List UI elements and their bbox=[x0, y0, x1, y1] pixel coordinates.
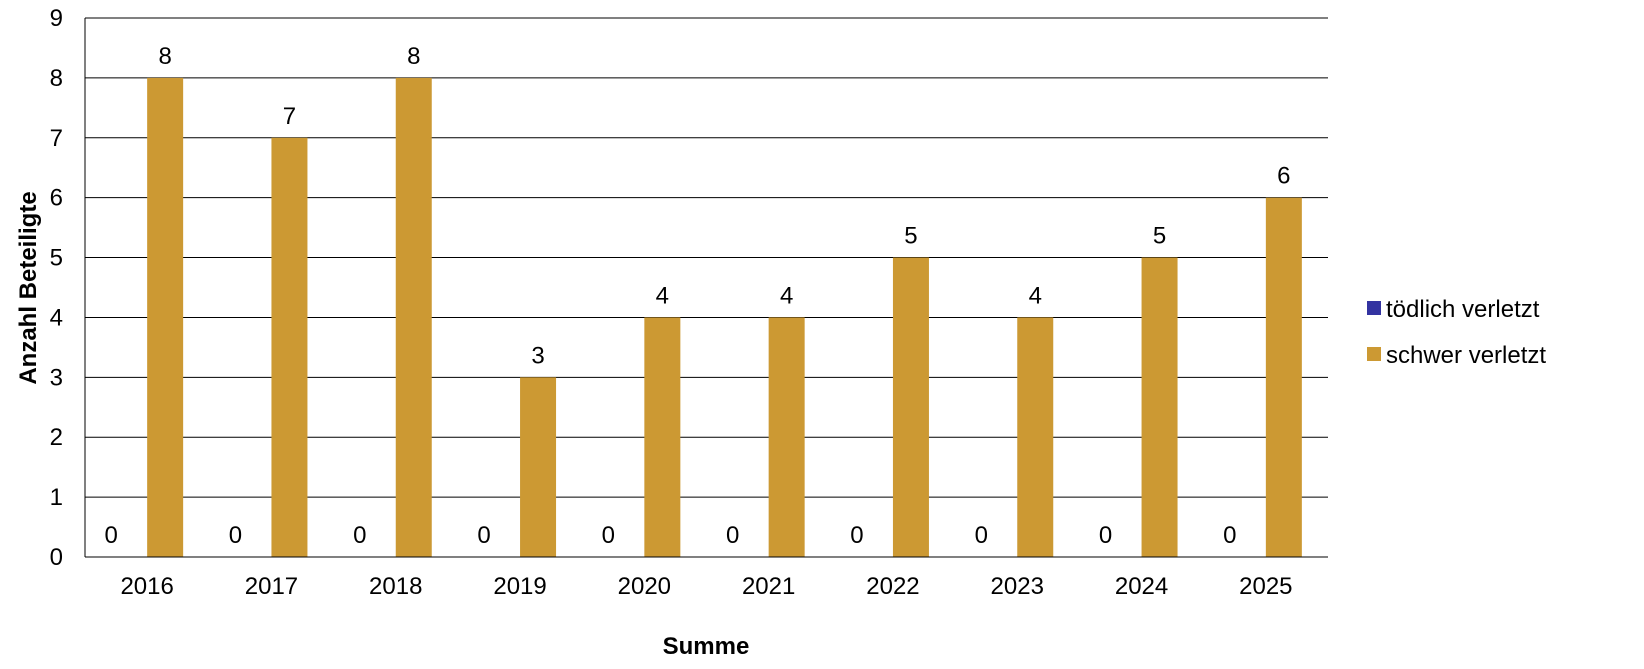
bar-schwer-verletzt-2021 bbox=[768, 317, 805, 557]
data-label-todlich-verletzt-2017: 0 bbox=[229, 522, 242, 549]
bar-schwer-verletzt-2017 bbox=[271, 137, 308, 557]
legend: tödlich verletzt schwer verletzt bbox=[1367, 296, 1546, 369]
axes bbox=[84, 18, 1328, 558]
y-tick-label-5: 5 bbox=[50, 245, 63, 272]
y-tick-label-0: 0 bbox=[50, 544, 63, 571]
bar-schwer-verletzt-2016 bbox=[147, 77, 184, 557]
data-labels: 0 8 0 7 0 8 0 3 0 4 0 4 0 5 0 4 0 5 0 6 bbox=[104, 43, 1290, 549]
data-label-todlich-verletzt-2021: 0 bbox=[726, 522, 739, 549]
legend-swatch-schwer-verletzt bbox=[1367, 347, 1381, 361]
x-axis-title: Summe bbox=[663, 633, 750, 660]
x-tick-label-2019: 2019 bbox=[493, 573, 546, 600]
y-tick-label-7: 7 bbox=[50, 125, 63, 152]
data-label-schwer-verletzt-2021: 4 bbox=[780, 282, 793, 309]
y-tick-label-2: 2 bbox=[50, 424, 63, 451]
data-label-schwer-verletzt-2019: 3 bbox=[531, 342, 544, 369]
data-label-schwer-verletzt-2018: 8 bbox=[407, 43, 420, 70]
y-tick-label-6: 6 bbox=[50, 185, 63, 212]
y-tick-label-9: 9 bbox=[50, 5, 63, 32]
legend-label-todlich-verletzt: tödlich verletzt bbox=[1386, 296, 1540, 323]
x-tick-label-2017: 2017 bbox=[245, 573, 298, 600]
y-tick-label-3: 3 bbox=[50, 364, 63, 391]
x-tick-label-2025: 2025 bbox=[1239, 573, 1292, 600]
data-label-schwer-verletzt-2016: 8 bbox=[158, 43, 171, 70]
data-label-schwer-verletzt-2023: 4 bbox=[1029, 282, 1042, 309]
data-label-schwer-verletzt-2025: 6 bbox=[1277, 163, 1290, 190]
y-tick-label-1: 1 bbox=[50, 484, 63, 511]
data-label-todlich-verletzt-2022: 0 bbox=[850, 522, 863, 549]
x-tick-label-2018: 2018 bbox=[369, 573, 422, 600]
y-tick-label-4: 4 bbox=[50, 304, 63, 331]
x-tick-label-2016: 2016 bbox=[120, 573, 173, 600]
bar-schwer-verletzt-2022 bbox=[892, 257, 929, 557]
data-label-todlich-verletzt-2018: 0 bbox=[353, 522, 366, 549]
bar-schwer-verletzt-2019 bbox=[520, 377, 557, 557]
data-label-schwer-verletzt-2022: 5 bbox=[904, 223, 917, 250]
y-axis-title: Anzahl Beteiligte bbox=[15, 191, 42, 384]
bar-schwer-verletzt-2024 bbox=[1141, 257, 1178, 557]
tick-labels: 0 1 2 3 4 5 6 7 8 9 2016 2017 2018 2019 2020 2021 2022 20… bbox=[50, 5, 1293, 600]
data-label-todlich-verletzt-2019: 0 bbox=[477, 522, 490, 549]
data-label-todlich-verletzt-2025: 0 bbox=[1223, 522, 1236, 549]
data-label-todlich-verletzt-2020: 0 bbox=[602, 522, 615, 549]
data-label-schwer-verletzt-2020: 4 bbox=[656, 282, 669, 309]
x-tick-label-2024: 2024 bbox=[1115, 573, 1168, 600]
legend-swatch-todlich-verletzt bbox=[1367, 301, 1381, 315]
data-label-schwer-verletzt-2017: 7 bbox=[283, 103, 296, 130]
bars bbox=[147, 77, 1302, 557]
data-label-todlich-verletzt-2016: 0 bbox=[104, 522, 117, 549]
bar-schwer-verletzt-2025 bbox=[1265, 197, 1302, 557]
x-tick-label-2021: 2021 bbox=[742, 573, 795, 600]
bar-schwer-verletzt-2020 bbox=[644, 317, 681, 557]
data-label-schwer-verletzt-2024: 5 bbox=[1153, 223, 1166, 250]
data-label-todlich-verletzt-2024: 0 bbox=[1099, 522, 1112, 549]
x-tick-label-2020: 2020 bbox=[618, 573, 671, 600]
x-tick-label-2023: 2023 bbox=[991, 573, 1044, 600]
data-label-todlich-verletzt-2023: 0 bbox=[975, 522, 988, 549]
legend-label-schwer-verletzt: schwer verletzt bbox=[1386, 342, 1546, 369]
y-tick-label-8: 8 bbox=[50, 65, 63, 92]
bar-schwer-verletzt-2023 bbox=[1017, 317, 1054, 557]
x-tick-label-2022: 2022 bbox=[866, 573, 919, 600]
bar-schwer-verletzt-2018 bbox=[395, 77, 432, 557]
